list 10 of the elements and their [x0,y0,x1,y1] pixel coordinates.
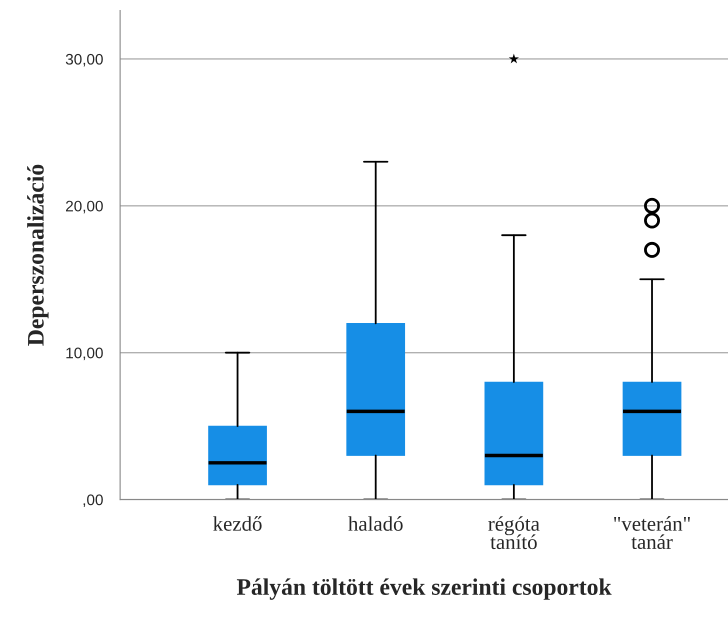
y-tick-label: 30,00 [66,54,103,66]
x-axis-title: Pályán töltött évek szerinti csoportok [236,578,612,600]
y-axis-title: Deperszonalizáció [27,164,49,346]
x-tick-label: régóta tanító [488,516,540,550]
x-tick-label: haladó [348,516,403,531]
y-tick-label: 20,00 [66,200,103,214]
y-tick-label: ,00 [84,494,103,508]
y-tick-label: 10,00 [66,348,103,360]
x-tick-label: "veterán" tanár [614,516,690,550]
x-tick-label: kezdő [213,516,262,531]
